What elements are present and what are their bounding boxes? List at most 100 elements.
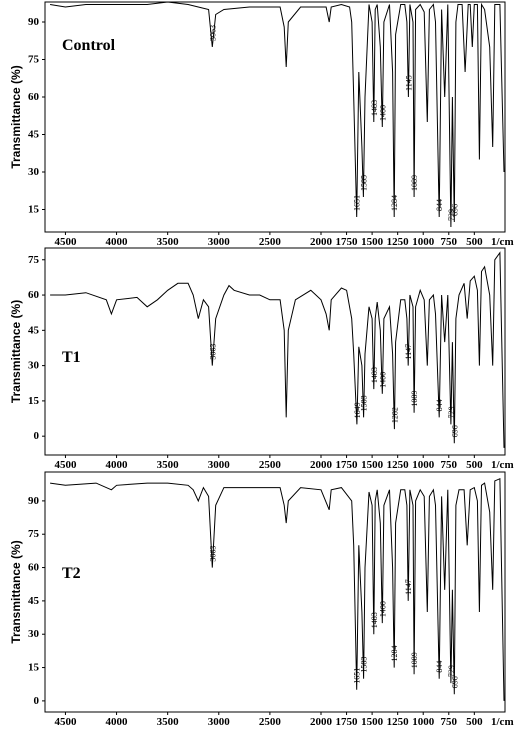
x-tick-label: 4000 — [106, 459, 129, 471]
y-tick-label: 45 — [28, 129, 40, 141]
sample-label: T2 — [62, 565, 81, 582]
peak-label: 1583 — [360, 657, 369, 673]
spectrum-line — [50, 1, 505, 228]
x-tick-label: 750 — [441, 236, 458, 248]
y-tick-label: 45 — [28, 324, 40, 336]
x-tick-label: 1500 — [361, 236, 384, 248]
y-tick-label: 30 — [28, 360, 40, 372]
peak-label: 696 — [450, 425, 459, 437]
x-tick-label: 2000 — [310, 716, 333, 728]
peak-label: 3063 — [208, 546, 217, 562]
y-tick-label: 75 — [28, 54, 40, 66]
x-tick-label: 4000 — [106, 716, 129, 728]
peak-label: 1284 — [390, 195, 399, 211]
y-axis-label: Transmittance (%) — [9, 300, 23, 403]
x-tick-label: 3500 — [157, 459, 180, 471]
peak-label: 729 — [447, 665, 456, 677]
y-tick-label: 60 — [28, 91, 40, 103]
x-tick-label: 2500 — [259, 459, 282, 471]
peak-label: 1585 — [359, 175, 368, 191]
x-tick-label: 1750 — [336, 459, 359, 471]
x-tick-label: 2000 — [310, 459, 333, 471]
peak-label: 1089 — [410, 652, 419, 668]
peak-label: 844 — [435, 199, 444, 211]
x-tick-label: 500 — [466, 459, 483, 471]
plot-frame — [44, 247, 506, 456]
x-tick-label: 750 — [441, 459, 458, 471]
peak-label: 1483 — [370, 100, 379, 116]
x-tick-label: 3000 — [208, 459, 231, 471]
spectrum-line — [50, 477, 505, 701]
peak-label: 844 — [435, 661, 444, 673]
y-tick-label: 60 — [28, 562, 40, 574]
y-tick-label: 75 — [28, 528, 40, 540]
peak-label: 1649 — [353, 402, 362, 418]
peak-label: 1147 — [404, 579, 413, 595]
peak-label: 1282 — [390, 407, 399, 423]
y-tick-label: 0 — [34, 695, 40, 707]
x-tick-label: 3000 — [208, 716, 231, 728]
plot-frame — [44, 471, 506, 713]
peak-label: 696 — [450, 676, 459, 688]
y-tick-label: 15 — [28, 204, 40, 216]
x-tick-label: 500 — [466, 716, 483, 728]
peak-label: 1651 — [353, 668, 362, 684]
peak-label: 1583 — [360, 395, 369, 411]
x-tick-label: 1750 — [336, 716, 359, 728]
peak-label: 1089 — [410, 391, 419, 407]
sample-label: T1 — [62, 349, 81, 366]
peak-label: 1651 — [353, 195, 362, 211]
x-tick-label: 3000 — [208, 236, 231, 248]
peak-label: 729 — [447, 209, 456, 221]
x-tick-label: 4500 — [54, 459, 77, 471]
y-tick-label: 0 — [34, 430, 40, 442]
peak-label: 1483 — [370, 367, 379, 383]
peak-label: 1145 — [404, 75, 413, 91]
y-tick-label: 90 — [28, 16, 40, 28]
x-tick-label: 3500 — [157, 716, 180, 728]
peak-label: 3063 — [208, 25, 217, 41]
x-tick-label: 2500 — [259, 716, 282, 728]
x-tick-label: 750 — [441, 716, 458, 728]
y-axis-label: Transmittance (%) — [9, 65, 23, 168]
peak-label: 3063 — [208, 344, 217, 360]
x-tick-label: 1250 — [387, 716, 410, 728]
y-tick-label: 30 — [28, 166, 40, 178]
peak-label: 1483 — [370, 612, 379, 628]
y-tick-label: 45 — [28, 595, 40, 607]
x-tick-label: 4500 — [54, 236, 77, 248]
peak-label: 1400 — [378, 601, 387, 617]
peak-label: 1147 — [404, 344, 413, 360]
x-tick-label: 1000 — [412, 716, 435, 728]
y-tick-label: 75 — [28, 254, 40, 266]
x-tick-label: 2000 — [310, 236, 333, 248]
x-tick-label: 1000 — [412, 236, 435, 248]
y-tick-label: 90 — [28, 495, 40, 507]
spectrum-line — [50, 251, 505, 448]
peak-label: 696 — [450, 204, 459, 216]
x-unit: 1/cm — [491, 236, 514, 248]
plot-frame — [44, 1, 506, 233]
y-tick-label: 30 — [28, 628, 40, 640]
peak-label: 1284 — [390, 646, 399, 662]
peak-label: 729 — [447, 406, 456, 418]
x-tick-label: 1500 — [361, 716, 384, 728]
peak-label: 1400 — [378, 372, 387, 388]
sample-label: Control — [62, 37, 116, 54]
peak-label: 1089 — [410, 175, 419, 191]
x-tick-label: 4500 — [54, 716, 77, 728]
x-tick-label: 4000 — [106, 236, 129, 248]
x-tick-label: 1750 — [336, 236, 359, 248]
x-tick-label: 1000 — [412, 459, 435, 471]
peak-label: 844 — [435, 399, 444, 411]
y-axis-label: Transmittance (%) — [9, 540, 23, 643]
x-unit: 1/cm — [491, 716, 514, 728]
x-tick-label: 1500 — [361, 459, 384, 471]
x-unit: 1/cm — [491, 459, 514, 471]
x-tick-label: 2500 — [259, 236, 282, 248]
y-tick-label: 15 — [28, 395, 40, 407]
x-tick-label: 1250 — [387, 459, 410, 471]
x-tick-label: 3500 — [157, 236, 180, 248]
peak-label: 1400 — [378, 105, 387, 121]
y-tick-label: 15 — [28, 662, 40, 674]
